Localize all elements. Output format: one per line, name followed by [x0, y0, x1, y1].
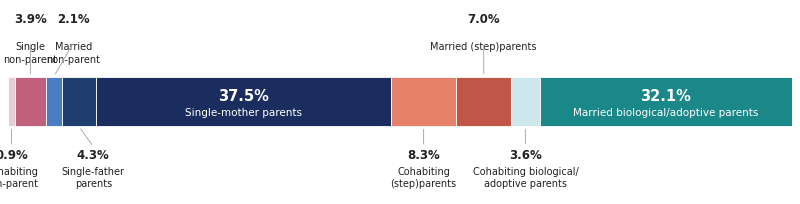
Text: 0.9%: 0.9%: [0, 148, 28, 161]
Text: 4.3%: 4.3%: [77, 148, 110, 161]
Bar: [8, 78, 15, 126]
Text: 3.9%: 3.9%: [14, 13, 46, 26]
Bar: [46, 78, 62, 126]
Text: 8.3%: 8.3%: [407, 148, 440, 161]
Bar: [96, 78, 391, 126]
Text: Cohabiting
non-parent: Cohabiting non-parent: [0, 166, 38, 188]
Bar: [391, 78, 456, 126]
Text: Cohabiting biological/
adoptive parents: Cohabiting biological/ adoptive parents: [473, 166, 578, 188]
Text: Single-father
parents: Single-father parents: [62, 166, 125, 188]
Text: 3.6%: 3.6%: [509, 148, 542, 161]
Bar: [15, 78, 46, 126]
Text: Married
non-parent: Married non-parent: [46, 42, 101, 64]
Text: Married biological/adoptive parents: Married biological/adoptive parents: [573, 108, 758, 118]
Text: Cohabiting
(step)parents: Cohabiting (step)parents: [390, 166, 457, 188]
Text: 2.1%: 2.1%: [58, 13, 90, 26]
Text: Married (step)parents: Married (step)parents: [430, 42, 537, 52]
Text: Single
non-parent: Single non-parent: [3, 42, 58, 64]
Bar: [539, 78, 792, 126]
Text: 32.1%: 32.1%: [640, 89, 691, 104]
Text: 7.0%: 7.0%: [467, 13, 500, 26]
Text: 37.5%: 37.5%: [218, 89, 269, 104]
Text: Single-mother parents: Single-mother parents: [185, 108, 302, 118]
Bar: [62, 78, 96, 126]
Bar: [511, 78, 539, 126]
Bar: [456, 78, 511, 126]
